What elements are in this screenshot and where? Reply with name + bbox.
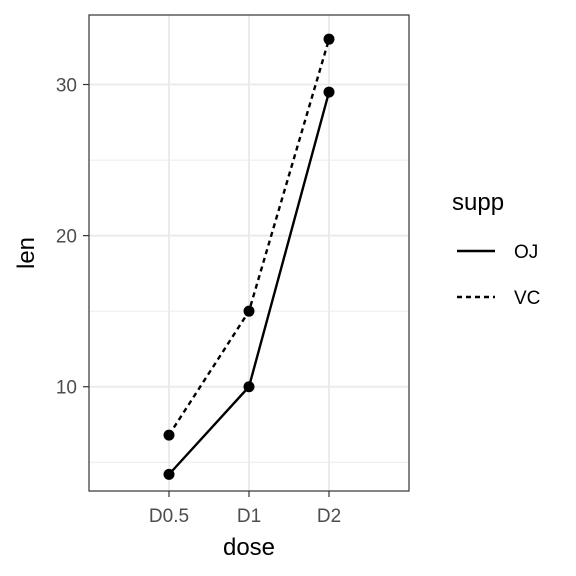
legend-items: OJ VC [457, 242, 540, 309]
data-point-vc [243, 305, 255, 317]
y-tick-label: 10 [56, 378, 77, 399]
data-point-oj [323, 86, 335, 98]
data-point-vc [323, 33, 335, 45]
x-axis: D0.5 D1 D2 [149, 491, 341, 527]
data-point-oj [243, 381, 255, 393]
x-tick-label: D0.5 [149, 506, 189, 527]
plot-panel [88, 14, 410, 492]
y-tick-label: 30 [56, 76, 77, 97]
y-tick-label: 20 [56, 227, 77, 248]
data-point-oj [163, 468, 175, 480]
x-tick-label: D1 [237, 506, 261, 527]
data-point-vc [163, 429, 175, 441]
grid-major [89, 15, 409, 491]
legend-label-vc: VC [514, 288, 540, 309]
legend-label-oj: OJ [514, 242, 538, 263]
data-points [163, 33, 335, 480]
x-axis-title: dose [223, 534, 275, 561]
y-axis: 10 20 30 [56, 76, 89, 399]
legend: supp OJ VC [452, 189, 540, 309]
legend-title: supp [452, 189, 504, 216]
x-tick-label: D2 [317, 506, 341, 527]
y-axis-title: len [13, 237, 40, 269]
